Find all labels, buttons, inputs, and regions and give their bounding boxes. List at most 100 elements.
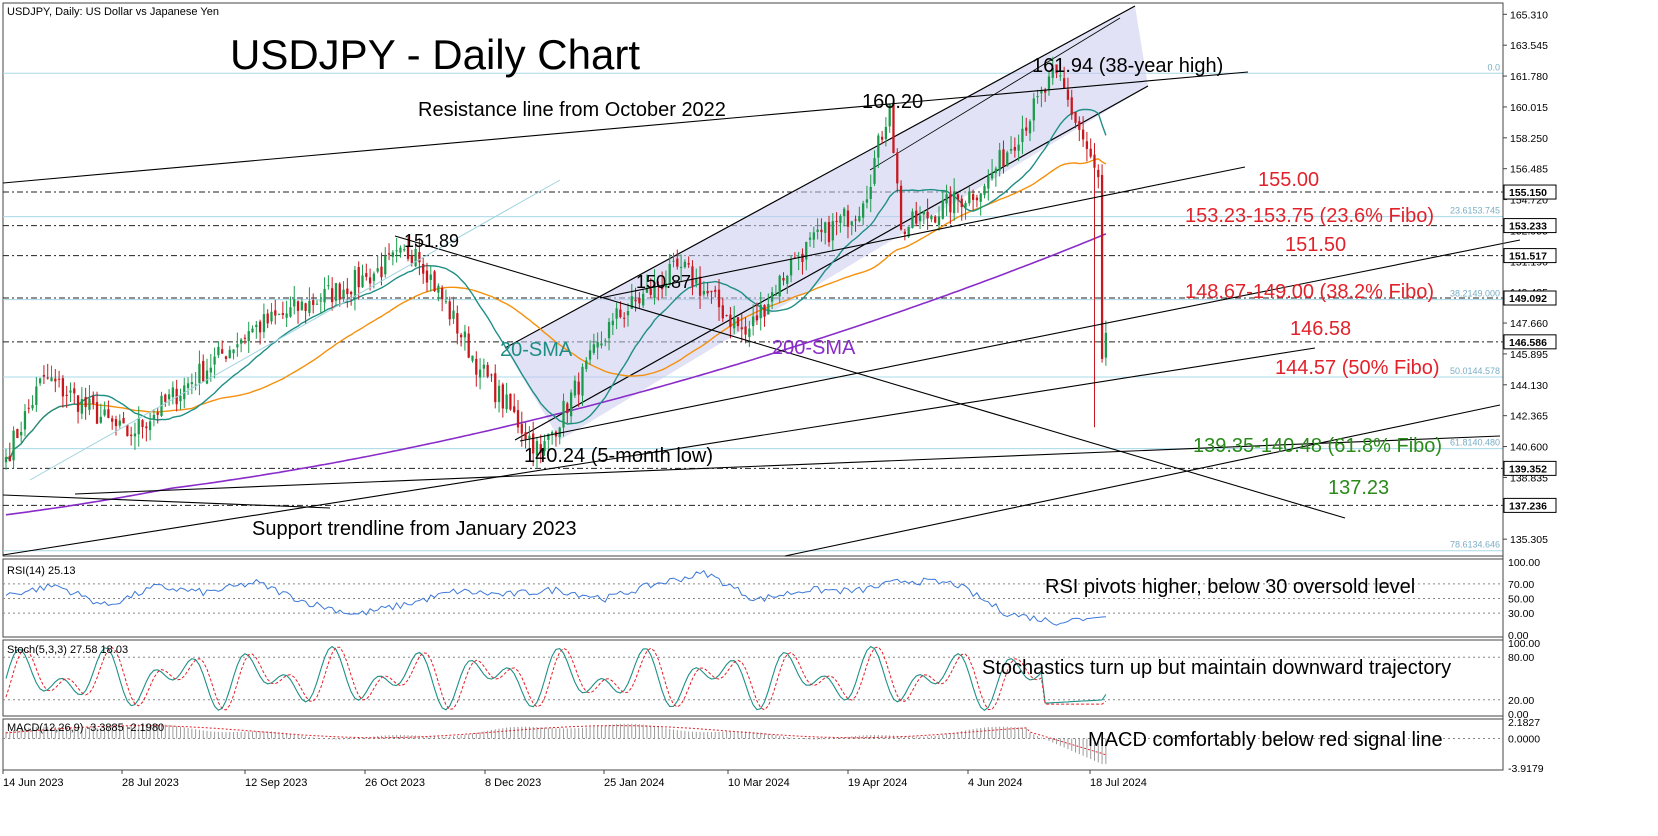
candle-body (854, 219, 857, 221)
price-annotation: Support trendline from January 2023 (252, 518, 577, 540)
candle-body (767, 304, 770, 315)
time-axis-tick-label: 25 Jan 2024 (604, 777, 665, 789)
candle-body (607, 321, 611, 339)
candle-body (915, 210, 918, 224)
candle-body (243, 337, 247, 339)
macd-axis-label: -3.9179 (1508, 763, 1544, 775)
time-axis-tick-label: 14 Jun 2023 (3, 777, 64, 789)
candle-body (456, 313, 459, 334)
candle-body (258, 321, 262, 333)
candle-body (714, 289, 717, 292)
candle-body (277, 313, 281, 315)
price-annotation: 155.00 (1258, 169, 1319, 191)
candle-body (179, 395, 182, 402)
candle-body (865, 199, 869, 203)
candle-body (4, 457, 8, 463)
candle-body (16, 429, 19, 439)
candle-body (486, 364, 489, 377)
price-annotations: Resistance line from October 2022 161.94 … (252, 55, 1442, 540)
candle-body (1097, 169, 1100, 178)
candle-body (717, 289, 721, 308)
price-annotation: 200-SMA (772, 337, 856, 359)
candle-body (384, 255, 387, 275)
candle-body (141, 420, 144, 428)
candle-body (759, 304, 762, 318)
candle-body (797, 256, 800, 258)
price-annotation: 144.57 (50% Fibo) (1275, 357, 1440, 379)
candle-body (934, 216, 937, 223)
candle-body (395, 250, 398, 252)
candle-body (490, 374, 493, 376)
fib-level-label: 23.6153.745 (1450, 206, 1500, 216)
candle-body (12, 430, 15, 461)
candle-body (1013, 146, 1016, 151)
candle-body (232, 349, 235, 354)
candle-body (907, 226, 910, 237)
sma-20-line (5, 108, 1107, 461)
price-level-label: 137.236 (1509, 500, 1547, 512)
price-annotation: 20-SMA (500, 339, 573, 361)
candle-body (194, 384, 197, 386)
candle-body (679, 266, 683, 268)
price-annotation: 140.24 (5-month low) (524, 445, 713, 467)
candle-body (626, 311, 630, 316)
candle-body (1055, 64, 1058, 74)
candle-body (467, 333, 470, 358)
fib-level-label: 50.0144.578 (1450, 366, 1500, 376)
price-level-box (1503, 248, 1557, 264)
candle-body (843, 208, 846, 217)
candle-body (334, 283, 338, 301)
candle-body (38, 378, 42, 384)
candle-body (786, 275, 789, 284)
candle-body (228, 349, 231, 359)
candle-body (1085, 141, 1089, 149)
price-level-box (1503, 497, 1557, 513)
candle-body (202, 360, 205, 382)
candle-body (930, 215, 933, 220)
candle-body (971, 194, 975, 200)
candle-body (296, 301, 300, 311)
candle-body (721, 305, 724, 319)
candle-body (945, 194, 948, 204)
candle-body (1100, 174, 1104, 359)
candle-body (926, 211, 929, 219)
fib-level-label: 0.0 (1487, 62, 1500, 72)
candle-body (752, 316, 755, 327)
candle-body (778, 275, 781, 297)
candle-body (660, 284, 664, 290)
candle-body (312, 300, 315, 306)
candle-body (73, 388, 76, 394)
candle-body (471, 355, 474, 361)
price-annotation: 161.94 (38-year high) (1032, 55, 1223, 77)
candle-body (827, 222, 831, 243)
time-axis-tick-label: 18 Jul 2024 (1090, 777, 1147, 789)
candle-body (619, 309, 622, 318)
candle-body (403, 249, 406, 251)
candle-body (562, 400, 565, 428)
candle-body (509, 393, 512, 410)
candle-body (824, 222, 827, 233)
candle-body (573, 380, 577, 396)
price-annotation: 160.20 (862, 91, 923, 113)
candle-body (448, 301, 451, 320)
candle-body (8, 455, 11, 462)
channel-fill (505, 6, 1148, 440)
candle-body (918, 215, 922, 221)
candle-body (475, 358, 478, 375)
candle-body (630, 296, 633, 309)
candle-body (368, 277, 372, 284)
candle-body (1021, 128, 1024, 143)
candle-body (133, 433, 137, 437)
candle-body (224, 356, 228, 359)
candle-body (774, 294, 778, 296)
candle-body (65, 394, 68, 396)
candle-body (342, 289, 345, 298)
candle-body (327, 285, 330, 287)
candle-body (289, 307, 292, 317)
price-axis-tick-label: 145.895 (1510, 349, 1548, 361)
candle-body (240, 339, 243, 344)
candle-body (205, 370, 209, 384)
macd-signal-line (5, 725, 1107, 756)
candle-body (300, 301, 303, 311)
